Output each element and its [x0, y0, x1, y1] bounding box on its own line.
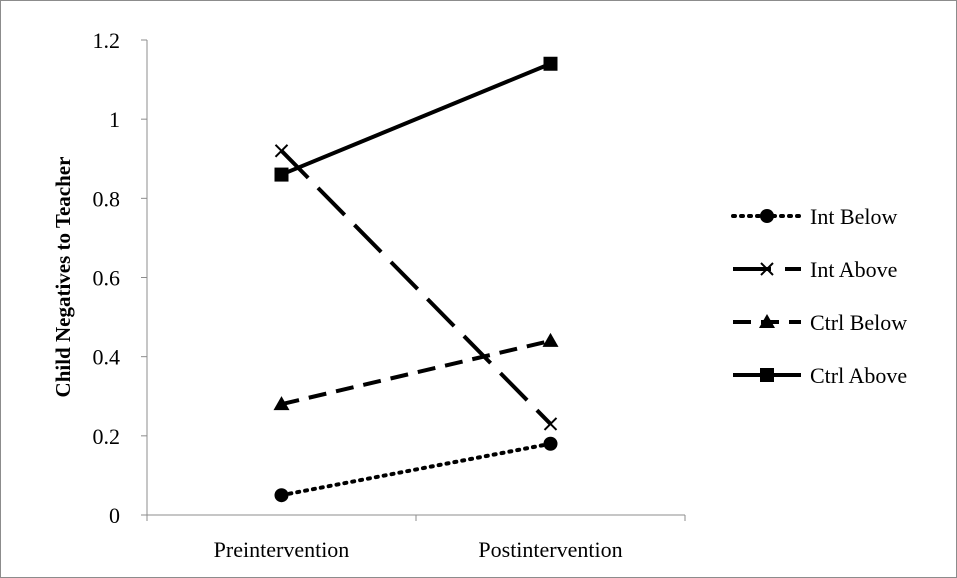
series-line: [281, 338, 551, 407]
y-tick-label: 1: [109, 107, 120, 132]
series-line: [279, 441, 553, 498]
y-tick-label: 0.6: [93, 266, 121, 291]
legend-item: Int Above: [733, 257, 897, 282]
y-tick-label: 0.2: [93, 424, 121, 449]
legend-swatch-marker: [760, 262, 774, 276]
axes: [141, 39, 686, 521]
legend-label: Int Below: [810, 204, 897, 229]
y-tick-labels: 0 0.2 0.4 0.6 0.8 1 1.2: [93, 28, 121, 528]
legend-swatch-marker: [759, 314, 775, 328]
data-point: [543, 436, 558, 451]
data-point: [274, 144, 289, 158]
legend: Int Below Int Above Ctrl Below Ctrl Above: [731, 204, 907, 388]
series-layer: [273, 56, 559, 503]
data-point: [273, 396, 290, 411]
legend-label: Int Above: [810, 257, 897, 282]
legend-swatch-marker: [760, 368, 774, 382]
data-point: [543, 56, 558, 71]
series-line: [280, 61, 552, 177]
series-ctrl-above: [274, 56, 558, 182]
data-point: [543, 417, 558, 431]
legend-item: Int Below: [731, 204, 897, 229]
y-tick-label: 0.4: [93, 345, 121, 370]
data-point: [542, 332, 559, 347]
legend-label: Ctrl Below: [810, 310, 907, 335]
legend-item: Ctrl Above: [733, 363, 907, 388]
series-int-below: [274, 436, 558, 503]
y-tick-label: 0.8: [93, 186, 121, 211]
legend-swatch-marker: [760, 209, 774, 223]
data-point: [274, 488, 289, 503]
x-tick-label: Preintervention: [214, 537, 350, 562]
legend-item: Ctrl Below: [733, 310, 907, 335]
x-tick-label: Postintervention: [478, 537, 622, 562]
y-tick-label: 0: [109, 503, 120, 528]
series-ctrl-below: [273, 332, 559, 411]
x-tick-labels: Preintervention Postintervention: [214, 537, 623, 562]
legend-label: Ctrl Above: [810, 363, 907, 388]
series-int-above: [274, 144, 558, 431]
series-line: [280, 149, 552, 426]
y-tick-label: 1.2: [93, 28, 121, 53]
data-point: [274, 167, 289, 182]
y-axis-title: Child Negatives to Teacher: [51, 157, 75, 398]
